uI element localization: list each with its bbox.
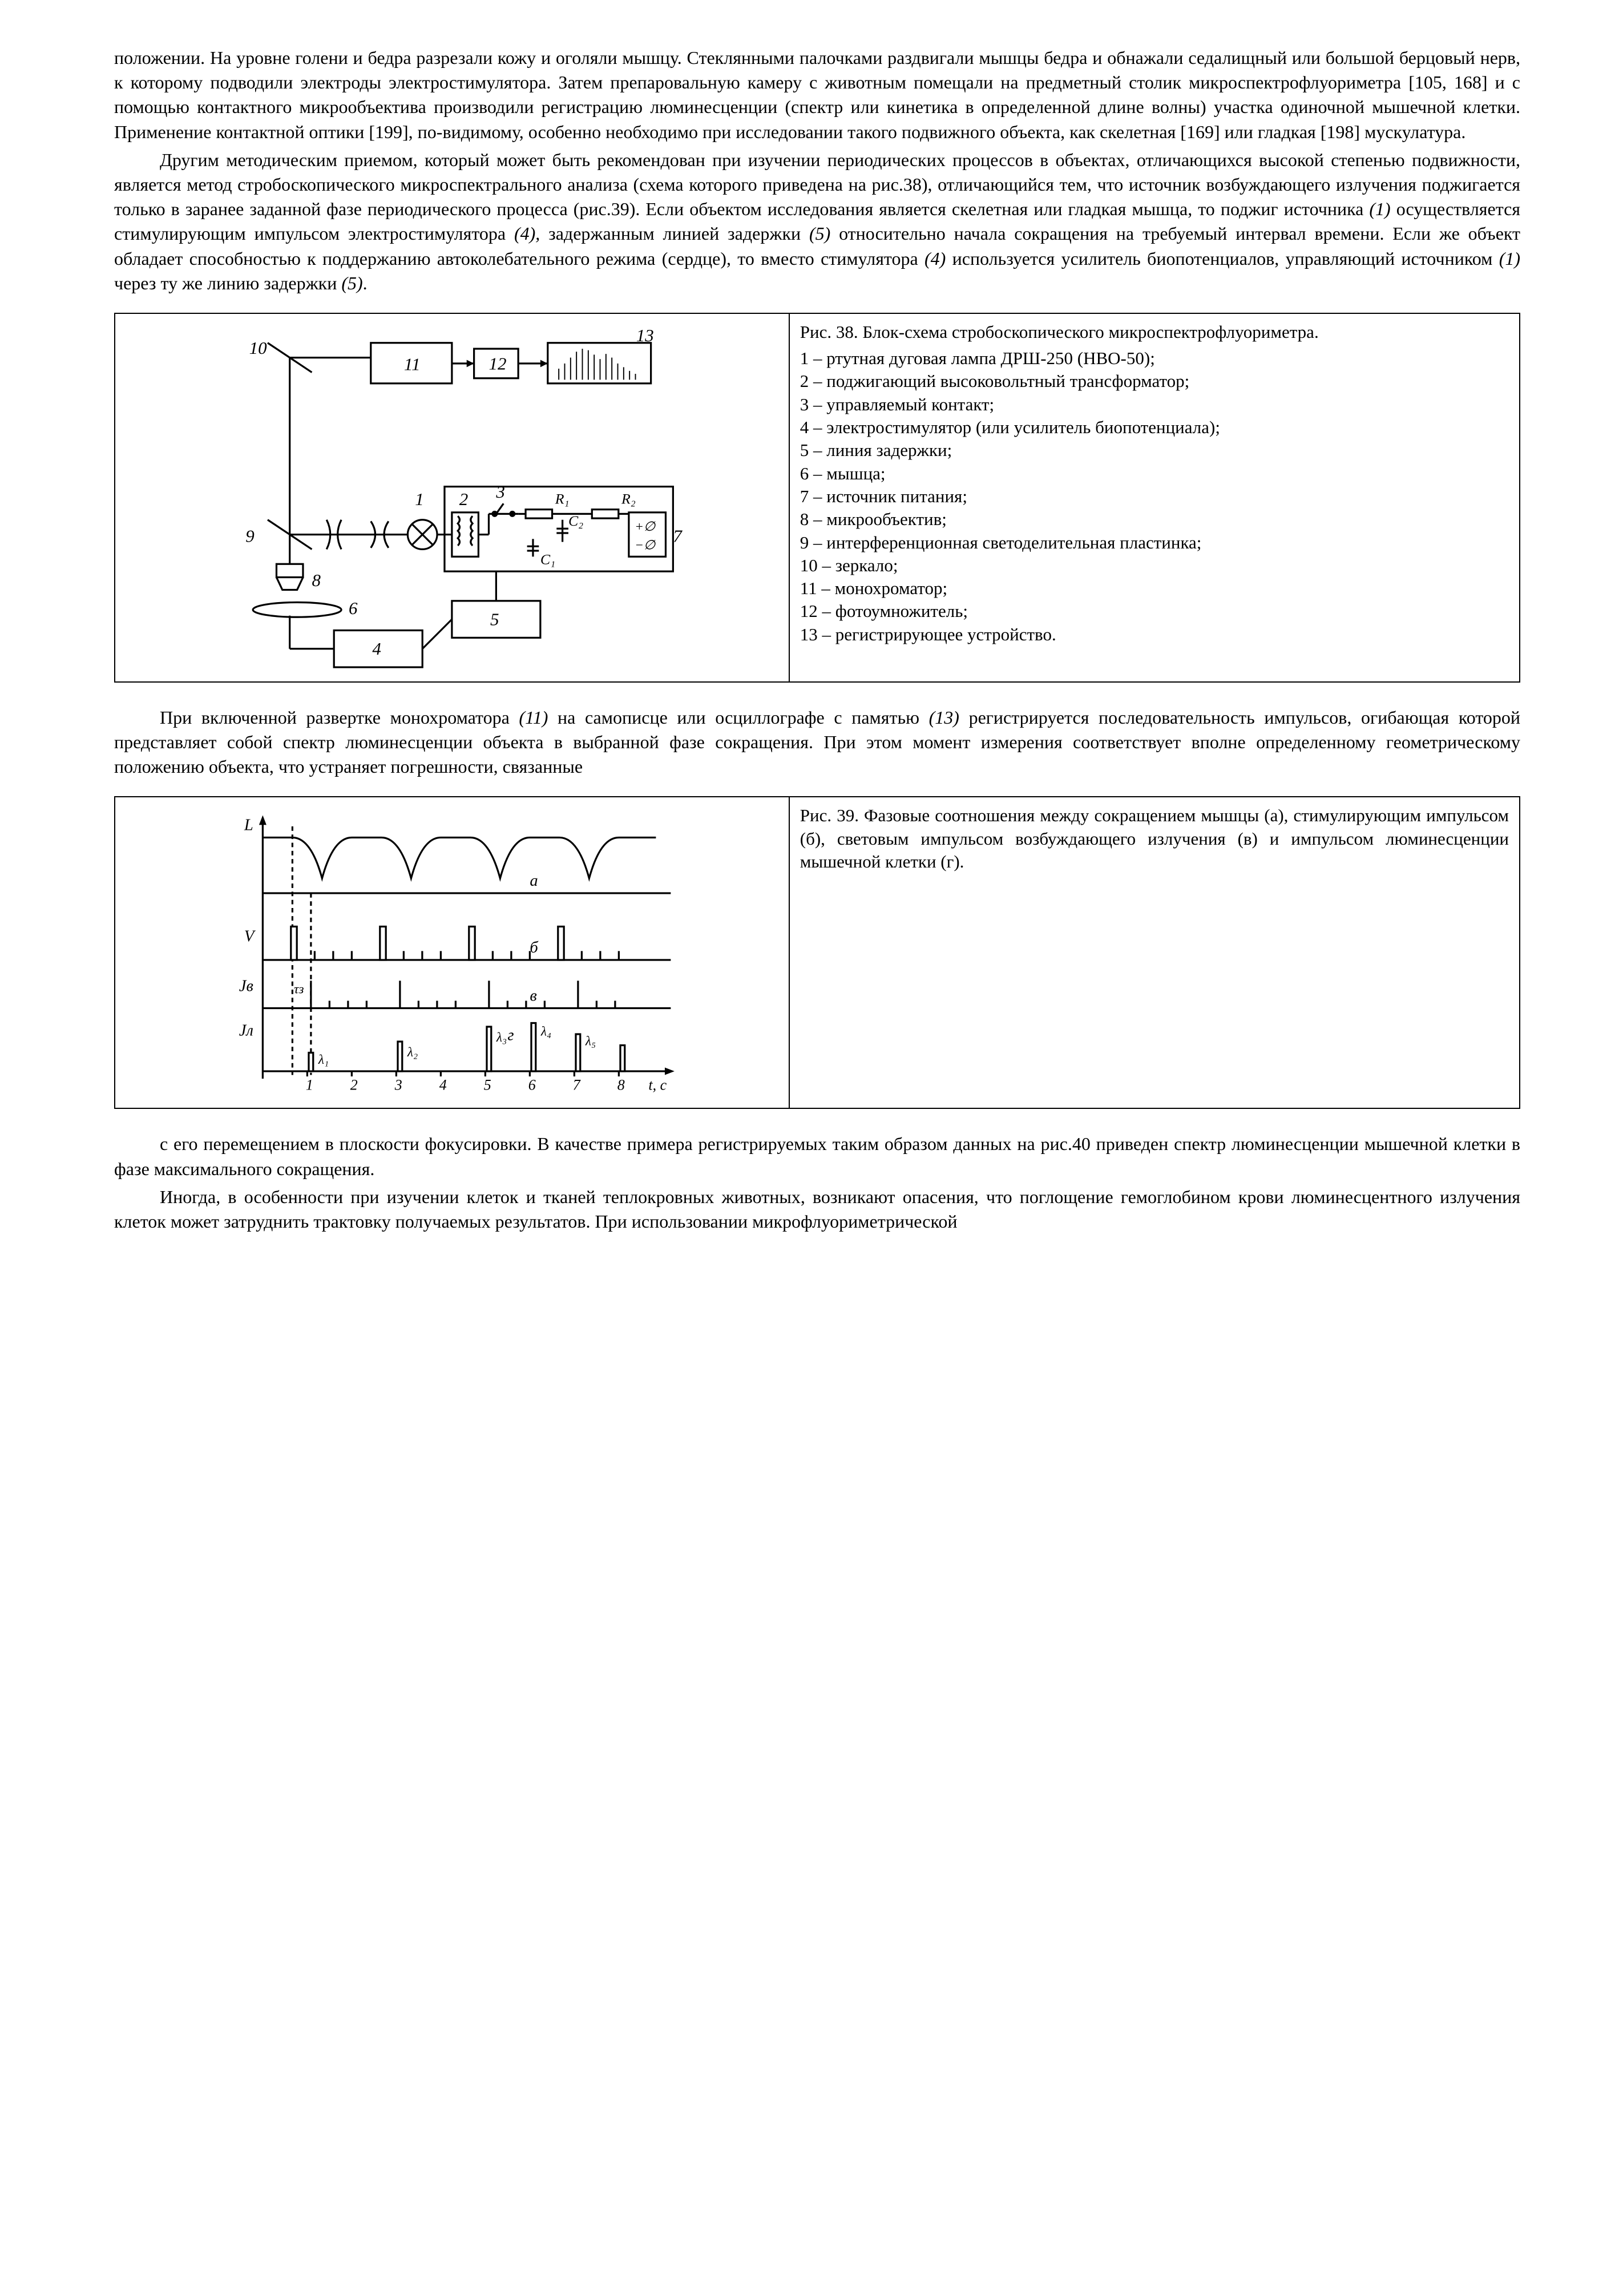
fig38-legend-3: 3 – управляемый контакт; — [800, 393, 1509, 416]
svg-text:13: 13 — [636, 325, 654, 345]
svg-text:λ₂: λ₂ — [407, 1045, 418, 1060]
svg-text:г: г — [507, 1027, 514, 1044]
svg-text:7: 7 — [673, 526, 683, 546]
figure-39-diagram-cell: L а τз V б Jв — [115, 797, 789, 1108]
svg-text:C₁: C₁ — [540, 551, 555, 567]
svg-text:τз: τз — [294, 982, 304, 997]
svg-text:5: 5 — [490, 609, 499, 629]
fig38-legend-2: 2 – поджигающий высоковольтный трансформ… — [800, 370, 1509, 393]
svg-text:V: V — [244, 928, 256, 946]
fig38-legend-13: 13 – регистрирующее устройство. — [800, 623, 1509, 646]
figure-38: 11 12 13 10 — [114, 313, 1520, 683]
svg-text:λ₄: λ₄ — [540, 1024, 551, 1039]
svg-text:λ₁: λ₁ — [318, 1052, 329, 1067]
p2-e: используется усилитель биопотенциалов, у… — [946, 248, 1499, 269]
ref-5b: (5) — [341, 273, 362, 293]
svg-text:11: 11 — [404, 354, 421, 374]
figure-39-diagram: L а τз V б Jв — [126, 804, 778, 1101]
svg-text:в: в — [530, 987, 536, 1005]
svg-text:а: а — [530, 872, 538, 890]
ref-1b: (1) — [1499, 248, 1520, 269]
figure-39-caption-cell: Рис. 39. Фазовые соотношения между сокра… — [789, 797, 1520, 1108]
fig38-legend-9: 9 – интерференционная светоделительная п… — [800, 531, 1509, 554]
svg-text:λ₅: λ₅ — [585, 1034, 596, 1049]
svg-text:8: 8 — [617, 1077, 625, 1093]
ref-11: (11) — [519, 707, 548, 728]
ref-4: (4), — [514, 223, 540, 244]
figure-39-title: Рис. 39. Фазовые соотношения между сокра… — [800, 804, 1509, 873]
figure-38-title: Рис. 38. Блок-схема стробоскопического м… — [800, 321, 1509, 344]
paragraph-2: Другим методическим приемом, который мож… — [114, 148, 1520, 296]
svg-text:1: 1 — [306, 1077, 313, 1093]
svg-text:8: 8 — [312, 570, 321, 590]
fig38-legend-8: 8 – микрообъектив; — [800, 508, 1509, 531]
svg-text:5: 5 — [484, 1077, 491, 1093]
svg-text:1: 1 — [415, 489, 424, 509]
svg-text:t, с: t, с — [648, 1077, 667, 1093]
p2-f: через ту же линию задержки — [114, 273, 341, 293]
svg-text:3: 3 — [495, 482, 505, 502]
svg-text:2: 2 — [350, 1077, 358, 1093]
fig38-legend-7: 7 – источник питания; — [800, 485, 1509, 508]
paragraph-3: При включенной развертке монохроматора (… — [114, 705, 1520, 780]
svg-text:12: 12 — [488, 353, 506, 373]
fig38-legend-12: 12 – фотоумножитель; — [800, 600, 1509, 623]
svg-text:L: L — [244, 817, 253, 834]
svg-text:4: 4 — [372, 639, 381, 659]
fig38-legend-4: 4 – электростимулятор (или усилитель био… — [800, 416, 1509, 439]
paragraph-5: Иногда, в особенности при изучении клето… — [114, 1185, 1520, 1234]
svg-text:λ₃: λ₃ — [496, 1030, 507, 1045]
paragraph-1: положении. На уровне голени и бедра разр… — [114, 46, 1520, 144]
svg-text:Jв: Jв — [239, 978, 253, 995]
figure-38-diagram: 11 12 13 10 — [126, 321, 778, 675]
p2-g: . — [363, 273, 368, 293]
ref-4b: (4) — [924, 248, 946, 269]
figure-38-caption-cell: Рис. 38. Блок-схема стробоскопического м… — [789, 313, 1520, 682]
svg-text:Jл: Jл — [239, 1022, 253, 1040]
fig38-legend-5: 5 – линия задержки; — [800, 439, 1509, 462]
svg-text:7: 7 — [573, 1077, 581, 1093]
svg-text:C₂: C₂ — [568, 513, 583, 529]
svg-text:−∅: −∅ — [635, 538, 656, 552]
p3-a: При включенной развертке монохроматора — [160, 707, 519, 728]
ref-5: (5) — [809, 223, 830, 244]
svg-text:R₂: R₂ — [621, 490, 636, 507]
svg-text:9: 9 — [245, 526, 255, 546]
fig38-legend-1: 1 – ртутная дуговая лампа ДРШ-250 (НВО-5… — [800, 347, 1509, 370]
fig38-legend-10: 10 – зеркало; — [800, 554, 1509, 577]
svg-text:10: 10 — [249, 338, 267, 358]
svg-text:R₁: R₁ — [555, 490, 570, 507]
svg-text:6: 6 — [528, 1077, 536, 1093]
p2-a: Другим методическим приемом, который мож… — [114, 150, 1520, 219]
svg-text:б: б — [530, 939, 539, 957]
ref-13: (13) — [929, 707, 959, 728]
ref-1: (1) — [1369, 199, 1390, 219]
paragraph-4: с его перемещением в плоскости фокусиров… — [114, 1132, 1520, 1181]
svg-text:4: 4 — [439, 1077, 447, 1093]
p2-c: задержанным линией задержки — [540, 223, 809, 244]
svg-text:+∅: +∅ — [635, 519, 656, 534]
p3-b: на самописце или осциллографе с памятью — [548, 707, 928, 728]
svg-text:2: 2 — [459, 489, 469, 509]
figure-39: L а τз V б Jв — [114, 796, 1520, 1109]
figure-38-diagram-cell: 11 12 13 10 — [115, 313, 789, 682]
fig38-legend-11: 11 – монохроматор; — [800, 577, 1509, 600]
svg-text:6: 6 — [349, 598, 358, 618]
svg-text:3: 3 — [394, 1077, 402, 1093]
fig38-legend-6: 6 – мышца; — [800, 462, 1509, 485]
